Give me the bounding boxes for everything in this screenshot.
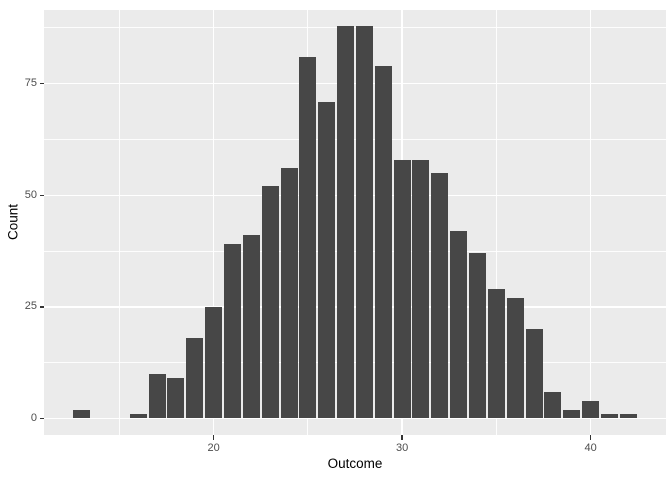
y-major-gridline xyxy=(44,306,666,308)
y-major-gridline xyxy=(44,82,666,85)
y-minor-gridline xyxy=(44,27,666,29)
histogram-bar xyxy=(487,289,505,419)
histogram-bar xyxy=(506,297,524,419)
y-major-gridline xyxy=(44,417,666,420)
histogram-bar xyxy=(374,65,392,419)
y-tick-mark xyxy=(39,194,44,197)
x-axis-title: Outcome xyxy=(327,456,383,471)
y-tick-label: 0 xyxy=(30,411,37,424)
histogram-bar xyxy=(205,306,223,419)
histogram-bar xyxy=(544,391,562,419)
y-major-gridline xyxy=(44,194,666,197)
histogram-bar xyxy=(563,409,581,419)
y-tick-mark xyxy=(39,417,44,420)
histogram-bar xyxy=(525,329,543,419)
histogram-bar xyxy=(299,56,317,419)
x-minor-gridline xyxy=(118,10,120,435)
y-tick-label: 25 xyxy=(24,300,37,313)
histogram-bar xyxy=(600,414,618,419)
histogram-bar xyxy=(619,414,637,419)
x-tick-mark xyxy=(401,435,403,440)
histogram-bar xyxy=(242,235,260,419)
histogram-bar xyxy=(355,25,373,419)
histogram-bar xyxy=(582,400,600,419)
histogram-bar xyxy=(318,101,336,419)
x-minor-gridline xyxy=(495,10,497,435)
x-tick-label: 30 xyxy=(395,442,409,454)
x-major-gridline xyxy=(212,10,215,435)
plot-panel xyxy=(44,10,666,435)
y-tick-mark xyxy=(39,82,44,85)
histogram-bar xyxy=(129,414,147,419)
histogram-bar xyxy=(73,409,91,419)
y-minor-gridline xyxy=(44,138,666,140)
y-minor-gridline xyxy=(44,362,666,364)
histogram-bar xyxy=(186,338,204,419)
histogram-bar xyxy=(280,168,298,419)
histogram-bar xyxy=(261,186,279,419)
histogram-bar xyxy=(337,25,355,419)
x-major-gridline xyxy=(589,10,592,435)
x-tick-label: 40 xyxy=(584,442,597,454)
histogram-bar xyxy=(167,378,185,419)
y-tick-mark xyxy=(39,306,44,308)
y-axis-title: Count xyxy=(5,203,21,241)
x-tick-mark xyxy=(212,435,215,440)
histogram-bar xyxy=(450,230,468,419)
histogram-bar xyxy=(412,159,430,419)
histogram-bar xyxy=(223,244,241,419)
x-tick-mark xyxy=(589,435,592,440)
histogram-bar xyxy=(431,172,449,419)
y-tick-label: 75 xyxy=(24,77,37,90)
histogram-bar xyxy=(148,373,166,419)
histogram-bar xyxy=(468,253,487,419)
y-minor-gridline xyxy=(44,250,666,252)
x-tick-label: 20 xyxy=(207,442,220,454)
y-tick-label: 50 xyxy=(24,188,37,201)
histogram-bar xyxy=(393,159,411,419)
